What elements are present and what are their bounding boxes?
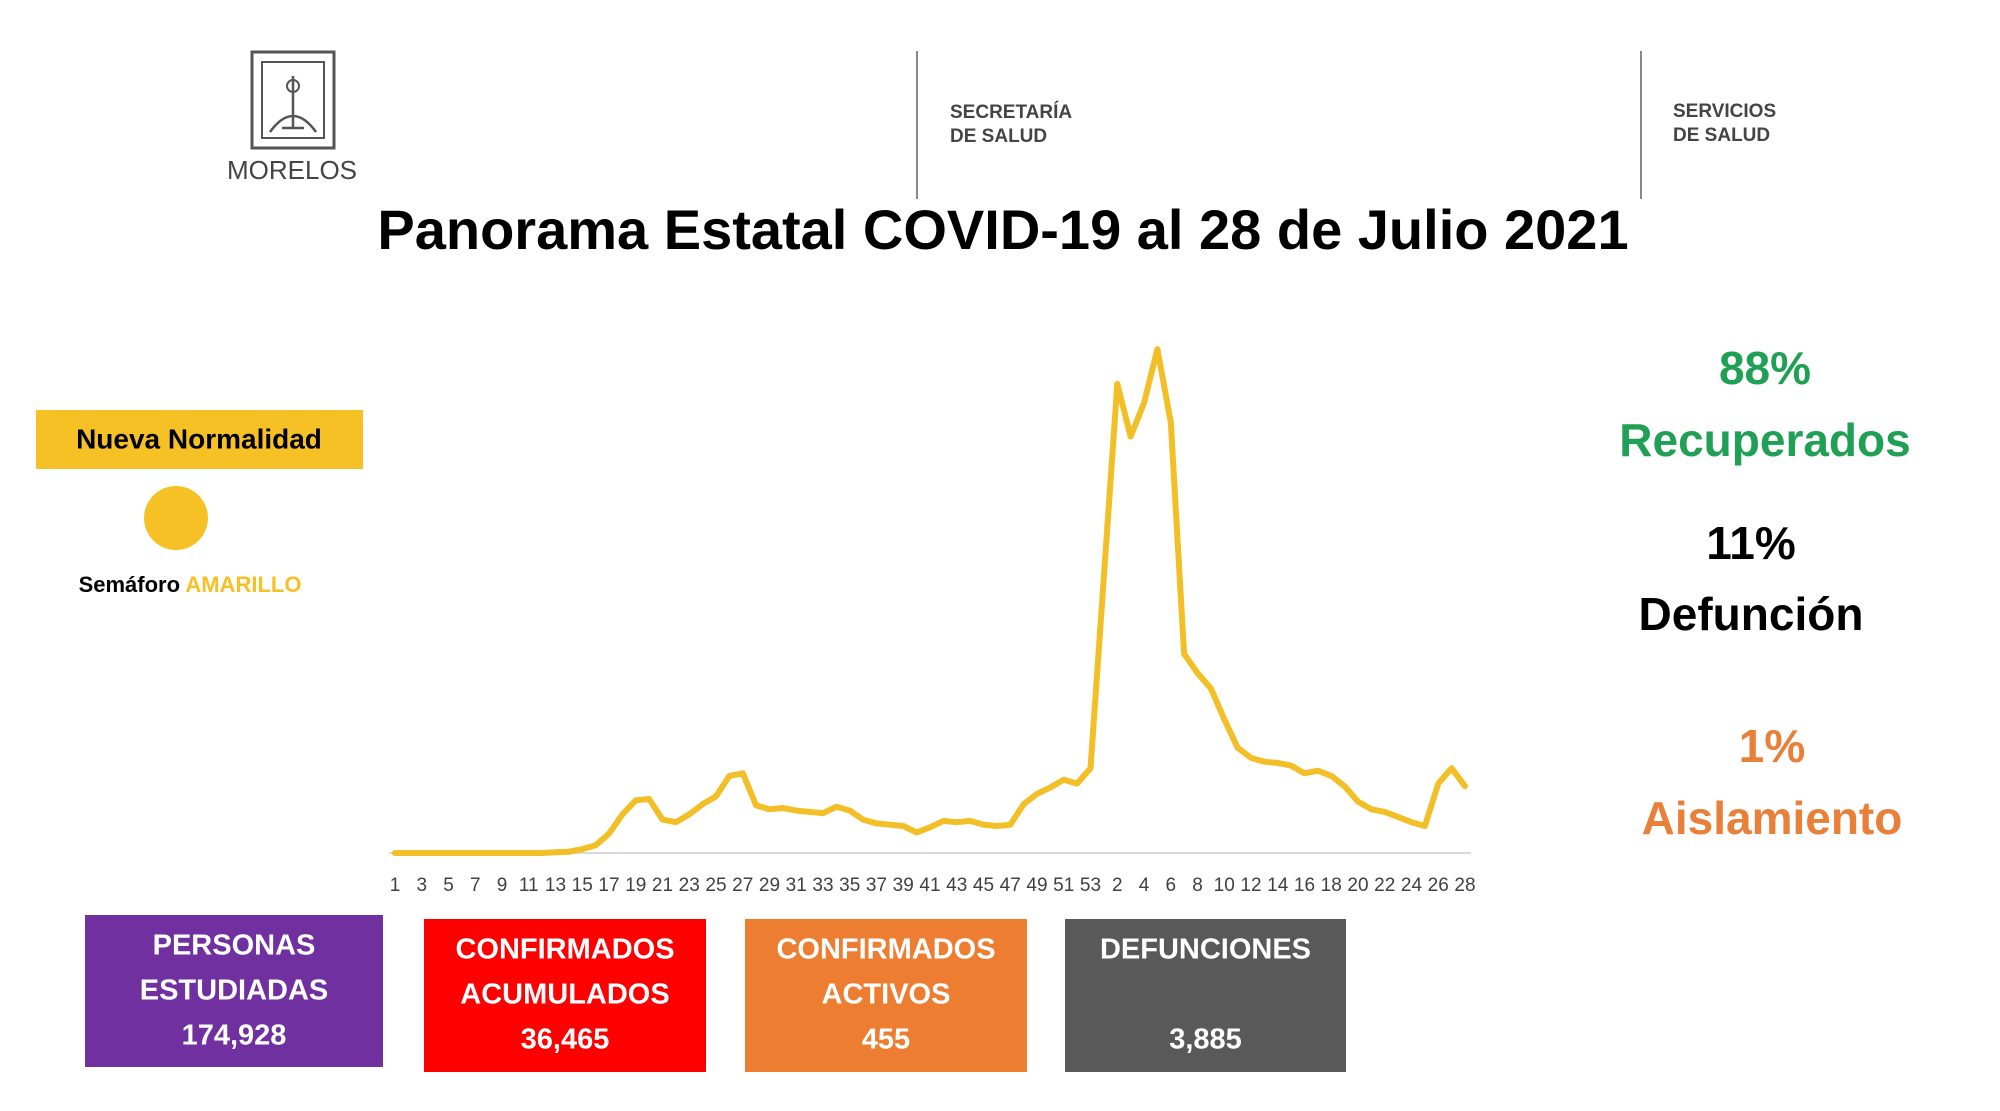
x-tick-label: 51 bbox=[1053, 875, 1074, 896]
x-tick-label: 6 bbox=[1165, 875, 1176, 896]
x-tick-label: 49 bbox=[1026, 875, 1047, 896]
indicator-value: 1% bbox=[1739, 720, 1805, 772]
x-tick-label: 39 bbox=[893, 875, 914, 896]
semaforo-label: Semáforo bbox=[79, 572, 180, 597]
x-tick-label: 17 bbox=[598, 875, 619, 896]
x-tick-label: 29 bbox=[759, 875, 780, 896]
semaforo-badge-text: Nueva Normalidad bbox=[76, 423, 322, 454]
indicator-label: Recuperados bbox=[1619, 414, 1910, 466]
secretaria-line: DE SALUD bbox=[950, 126, 1047, 147]
emblem-star bbox=[286, 79, 300, 93]
x-tick-label: 2 bbox=[1112, 875, 1123, 896]
summary-box-value: 174,928 bbox=[182, 1020, 287, 1052]
state-emblem bbox=[250, 50, 336, 150]
x-tick-label: 47 bbox=[1000, 875, 1021, 896]
summary-box-label: DEFUNCIONES bbox=[1100, 934, 1311, 966]
x-tick-label: 43 bbox=[946, 875, 967, 896]
x-tick-label: 18 bbox=[1321, 875, 1342, 896]
summary-box-label: ESTUDIADAS bbox=[140, 975, 329, 1007]
x-tick-label: 33 bbox=[812, 875, 833, 896]
summary-box-value: 36,465 bbox=[521, 1024, 610, 1056]
x-tick-label: 13 bbox=[545, 875, 566, 896]
x-tick-label: 10 bbox=[1214, 875, 1235, 896]
x-tick-label: 1 bbox=[390, 875, 401, 896]
page-title: Panorama Estatal COVID-19 al 28 de Julio… bbox=[377, 198, 1628, 261]
summary-box bbox=[424, 919, 706, 1072]
x-tick-label: 22 bbox=[1374, 875, 1395, 896]
x-tick-label: 20 bbox=[1347, 875, 1368, 896]
semaforo-level: AMARILLO bbox=[185, 572, 301, 597]
x-tick-label: 7 bbox=[470, 875, 481, 896]
secretaria-line: SECRETARÍA bbox=[950, 101, 1072, 123]
semaforo-light bbox=[144, 486, 208, 550]
x-tick-label: 5 bbox=[443, 875, 454, 896]
x-tick-label: 11 bbox=[519, 875, 539, 896]
x-tick-label: 27 bbox=[732, 875, 753, 896]
x-tick-label: 15 bbox=[572, 875, 593, 896]
indicator-label: Defunción bbox=[1639, 588, 1864, 640]
state-name: MORELOS bbox=[227, 155, 357, 185]
x-tick-label: 45 bbox=[973, 875, 994, 896]
summary-box-label: CONFIRMADOS bbox=[776, 934, 995, 966]
data-line bbox=[392, 346, 1468, 856]
summary-box-value: 3,885 bbox=[1169, 1024, 1242, 1056]
x-tick-label: 16 bbox=[1294, 875, 1315, 896]
x-tick-label: 31 bbox=[786, 875, 807, 896]
x-tick-label: 24 bbox=[1401, 875, 1423, 896]
x-tick-label: 9 bbox=[497, 875, 508, 896]
x-tick-label: 19 bbox=[625, 875, 646, 896]
summary-box-label: CONFIRMADOS bbox=[455, 934, 674, 966]
summary-box-value: 455 bbox=[862, 1024, 910, 1056]
servicios-line: SERVICIOS bbox=[1673, 101, 1776, 122]
x-tick-label: 37 bbox=[866, 875, 887, 896]
summary-box-label: ACUMULADOS bbox=[460, 979, 669, 1011]
x-tick-label: 25 bbox=[705, 875, 726, 896]
x-tick-label: 4 bbox=[1139, 875, 1150, 896]
semaforo-caption: Semáforo AMARILLO bbox=[79, 572, 302, 597]
x-tick-label: 26 bbox=[1428, 875, 1449, 896]
indicator-value: 88% bbox=[1719, 342, 1811, 394]
semaforo-badge bbox=[36, 410, 363, 469]
x-tick-label: 14 bbox=[1267, 875, 1289, 896]
x-tick-label: 35 bbox=[839, 875, 860, 896]
summary-box bbox=[85, 915, 383, 1067]
x-tick-label: 3 bbox=[416, 875, 427, 896]
x-tick-label: 53 bbox=[1080, 875, 1101, 896]
summary-box bbox=[1065, 919, 1346, 1072]
x-tick-label: 8 bbox=[1192, 875, 1203, 896]
summary-box-label: ACTIVOS bbox=[822, 979, 951, 1011]
indicator-value: 11% bbox=[1706, 517, 1796, 569]
x-tick-label: 21 bbox=[652, 875, 673, 896]
summary-box-label: PERSONAS bbox=[153, 930, 316, 962]
indicator-label: Aislamiento bbox=[1642, 792, 1903, 844]
emblem-inner bbox=[261, 61, 325, 139]
summary-box bbox=[745, 919, 1027, 1072]
x-tick-label: 41 bbox=[919, 875, 940, 896]
x-tick-label: 12 bbox=[1240, 875, 1261, 896]
x-tick-label: 23 bbox=[679, 875, 700, 896]
servicios-line: DE SALUD bbox=[1673, 125, 1770, 146]
emblem-frame bbox=[250, 50, 336, 150]
x-tick-label: 28 bbox=[1454, 875, 1475, 896]
emblem-figure bbox=[268, 76, 318, 133]
